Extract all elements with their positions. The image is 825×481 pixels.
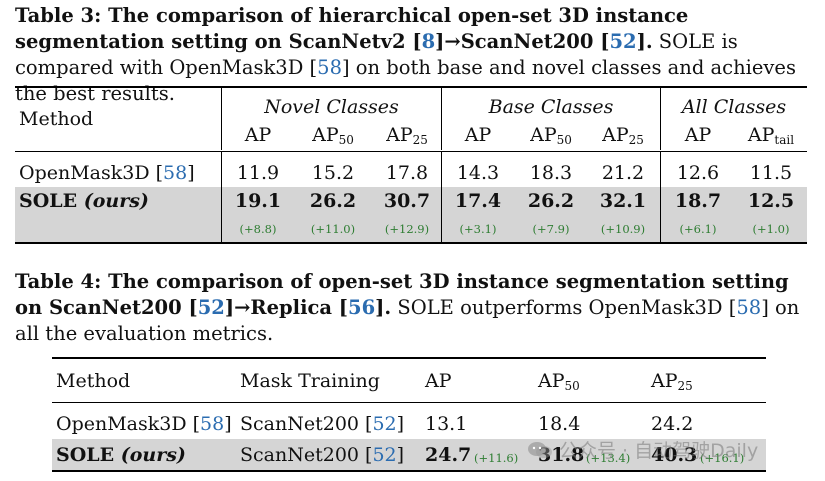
table4-bottom-rule xyxy=(52,470,766,472)
table4-header-ap: AP xyxy=(425,370,452,392)
table3-gain: (+12.9) xyxy=(384,222,430,236)
table3-value: 26.2 xyxy=(309,190,357,212)
table3-col-header: AP25 xyxy=(602,124,644,147)
table3-row-method: SOLE (ours) xyxy=(19,190,149,212)
table3-gain: (+3.1) xyxy=(459,222,497,236)
table4-value: 24.7 xyxy=(425,444,472,466)
table3-caption: Table 3: The comparison of hierarchical … xyxy=(15,4,796,105)
table3-value: 11.5 xyxy=(749,162,793,184)
table4-highlight-row xyxy=(52,439,766,470)
table3-group-novel: Novel Classes xyxy=(264,96,399,118)
table4-row-training: ScanNet200 [52] xyxy=(240,444,405,466)
table3-vline xyxy=(221,152,222,242)
table4-value: 31.8 xyxy=(538,444,585,466)
table3-value: 32.1 xyxy=(599,190,647,212)
table3-col-header: AP25 xyxy=(386,124,428,147)
table3-gain: (+7.9) xyxy=(532,222,570,236)
table3-value: 12.5 xyxy=(747,190,795,212)
table3-value: 18.3 xyxy=(529,162,573,184)
table3-value: 12.6 xyxy=(676,162,720,184)
table3-gain: (+1.0) xyxy=(752,222,790,236)
table3-value: 18.7 xyxy=(674,190,722,212)
table3-group-base: Base Classes xyxy=(488,96,614,118)
table3-value: 17.4 xyxy=(454,190,502,212)
table3-vline xyxy=(441,88,442,150)
table3-value: 26.2 xyxy=(527,190,575,212)
table4-row-method: SOLE (ours) xyxy=(56,444,186,466)
table3-gain: (+8.8) xyxy=(239,222,277,236)
table4-mid-rule xyxy=(52,402,766,403)
table3-top-rule xyxy=(15,86,807,88)
table4-gain: (+13.4) xyxy=(586,451,631,465)
table3-row-method: OpenMask3D [58] xyxy=(19,162,195,184)
wechat-icon xyxy=(528,442,552,458)
table4-row-method: OpenMask3D [58] xyxy=(56,413,232,435)
table4-header-training: Mask Training xyxy=(240,370,380,392)
table3-mid-rule xyxy=(15,151,807,152)
table4-top-rule xyxy=(52,357,766,359)
table3-value: 14.3 xyxy=(456,162,500,184)
watermark-text: 公众号 · 自动驾驶Daily xyxy=(559,440,759,462)
table4-header-ap25: AP25 xyxy=(651,370,693,393)
table3-group-all: All Classes xyxy=(681,96,787,118)
table4-value: 24.2 xyxy=(651,413,694,435)
table3-vline xyxy=(660,152,661,242)
table4-value: 13.1 xyxy=(425,413,468,435)
table3-header-method: Method xyxy=(19,108,94,130)
table3-vline xyxy=(660,88,661,150)
table4-gain: (+16.1) xyxy=(700,451,745,465)
table3-value: 30.7 xyxy=(383,190,431,212)
table3-bottom-rule xyxy=(15,242,807,244)
watermark: 公众号 · 自动驾驶Daily xyxy=(527,436,758,463)
table4-value: 40.3 xyxy=(651,444,698,466)
table4-header-ap50: AP50 xyxy=(538,370,580,393)
table3-col-header: AP xyxy=(244,124,272,146)
table3-col-header: APtail xyxy=(747,124,795,147)
table3-col-header: AP50 xyxy=(530,124,572,147)
table3-value: 17.8 xyxy=(385,162,429,184)
table4-value: 18.4 xyxy=(538,413,581,435)
table3-col-header: AP xyxy=(464,124,492,146)
table3-gain: (+6.1) xyxy=(679,222,717,236)
table3-value: 15.2 xyxy=(311,162,355,184)
table4-header-method: Method xyxy=(56,370,131,392)
table3-gain: (+11.0) xyxy=(310,222,356,236)
table3-col-header: AP xyxy=(684,124,712,146)
table3-gain: (+10.9) xyxy=(600,222,646,236)
table3-vline xyxy=(221,88,222,150)
table3-vline xyxy=(441,152,442,242)
table4-row-training: ScanNet200 [52] xyxy=(240,413,405,435)
table4-gain: (+11.6) xyxy=(474,451,519,465)
table3-value: 11.9 xyxy=(236,162,280,184)
table3-value: 19.1 xyxy=(234,190,282,212)
table3-highlight-row xyxy=(15,187,807,242)
table3-col-header: AP50 xyxy=(312,124,354,147)
table3-value: 21.2 xyxy=(601,162,645,184)
table4-caption: Table 4: The comparison of open-set 3D i… xyxy=(15,270,800,345)
